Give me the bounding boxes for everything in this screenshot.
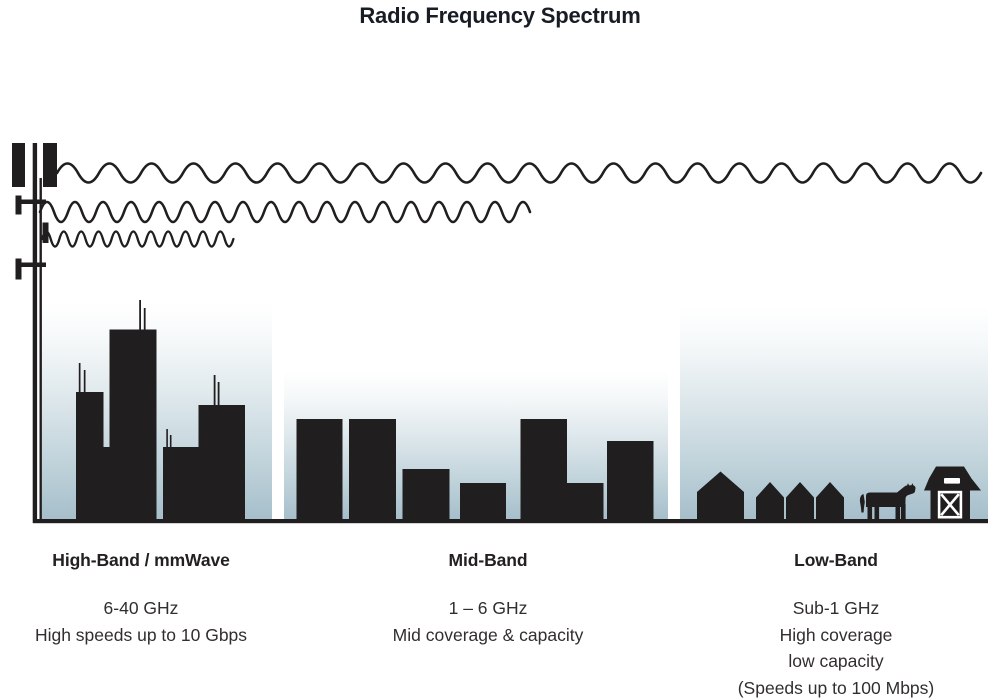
band-line: 6-40 GHz xyxy=(103,598,179,618)
medium-wavelength-wave xyxy=(38,200,532,224)
antenna xyxy=(139,300,141,331)
band-description-low: Sub-1 GHz High coverage low capacity (Sp… xyxy=(686,595,986,700)
antenna xyxy=(143,308,146,331)
band-line: low capacity xyxy=(788,651,884,671)
antenna xyxy=(83,370,86,393)
band-line: (Speeds up to 100 Mbps) xyxy=(737,677,935,698)
mid-rise-buildings-icon xyxy=(296,419,654,519)
cow-icon xyxy=(859,483,916,519)
band-line: Sub-1 GHz xyxy=(792,598,880,618)
band-label-low: Low-Band Sub-1 GHz High coverage low cap… xyxy=(686,550,986,700)
band-heading-low: Low-Band xyxy=(794,550,878,570)
antenna xyxy=(213,375,216,406)
antenna xyxy=(78,363,81,393)
band-heading-mid: Mid-Band xyxy=(448,550,528,570)
city-skyscrapers-icon xyxy=(76,300,245,519)
cell-tower-icon xyxy=(12,143,57,523)
house-icon xyxy=(697,471,744,519)
band-line: High coverage xyxy=(779,624,893,645)
band-line: Mid coverage & capacity xyxy=(392,624,584,645)
band-label-high: High-Band / mmWave 6-40 GHz High speeds … xyxy=(16,550,266,648)
band-heading-high: High-Band / mmWave xyxy=(52,550,230,570)
antenna xyxy=(166,429,168,448)
antenna xyxy=(217,382,220,406)
long-wavelength-wave xyxy=(55,162,983,184)
page-title: Radio Frequency Spectrum xyxy=(359,3,641,28)
band-description-mid: 1 – 6 GHz Mid coverage & capacity xyxy=(348,595,628,648)
short-wavelength-wave xyxy=(40,230,235,248)
barn-vent xyxy=(944,478,960,484)
band-line: 1 – 6 GHz xyxy=(448,598,528,618)
ground-line xyxy=(33,519,988,524)
band-label-mid: Mid-Band 1 – 6 GHz Mid coverage & capaci… xyxy=(348,550,628,648)
band-description-high: 6-40 GHz High speeds up to 10 Gbps xyxy=(16,595,266,648)
house-icon xyxy=(756,482,784,519)
house-icon xyxy=(816,482,844,519)
barn-icon xyxy=(924,466,981,519)
antenna xyxy=(169,435,172,448)
band-line: High speeds up to 10 Gbps xyxy=(34,624,248,645)
houses-cow-barn-icon xyxy=(697,466,981,519)
house-icon xyxy=(786,482,814,519)
